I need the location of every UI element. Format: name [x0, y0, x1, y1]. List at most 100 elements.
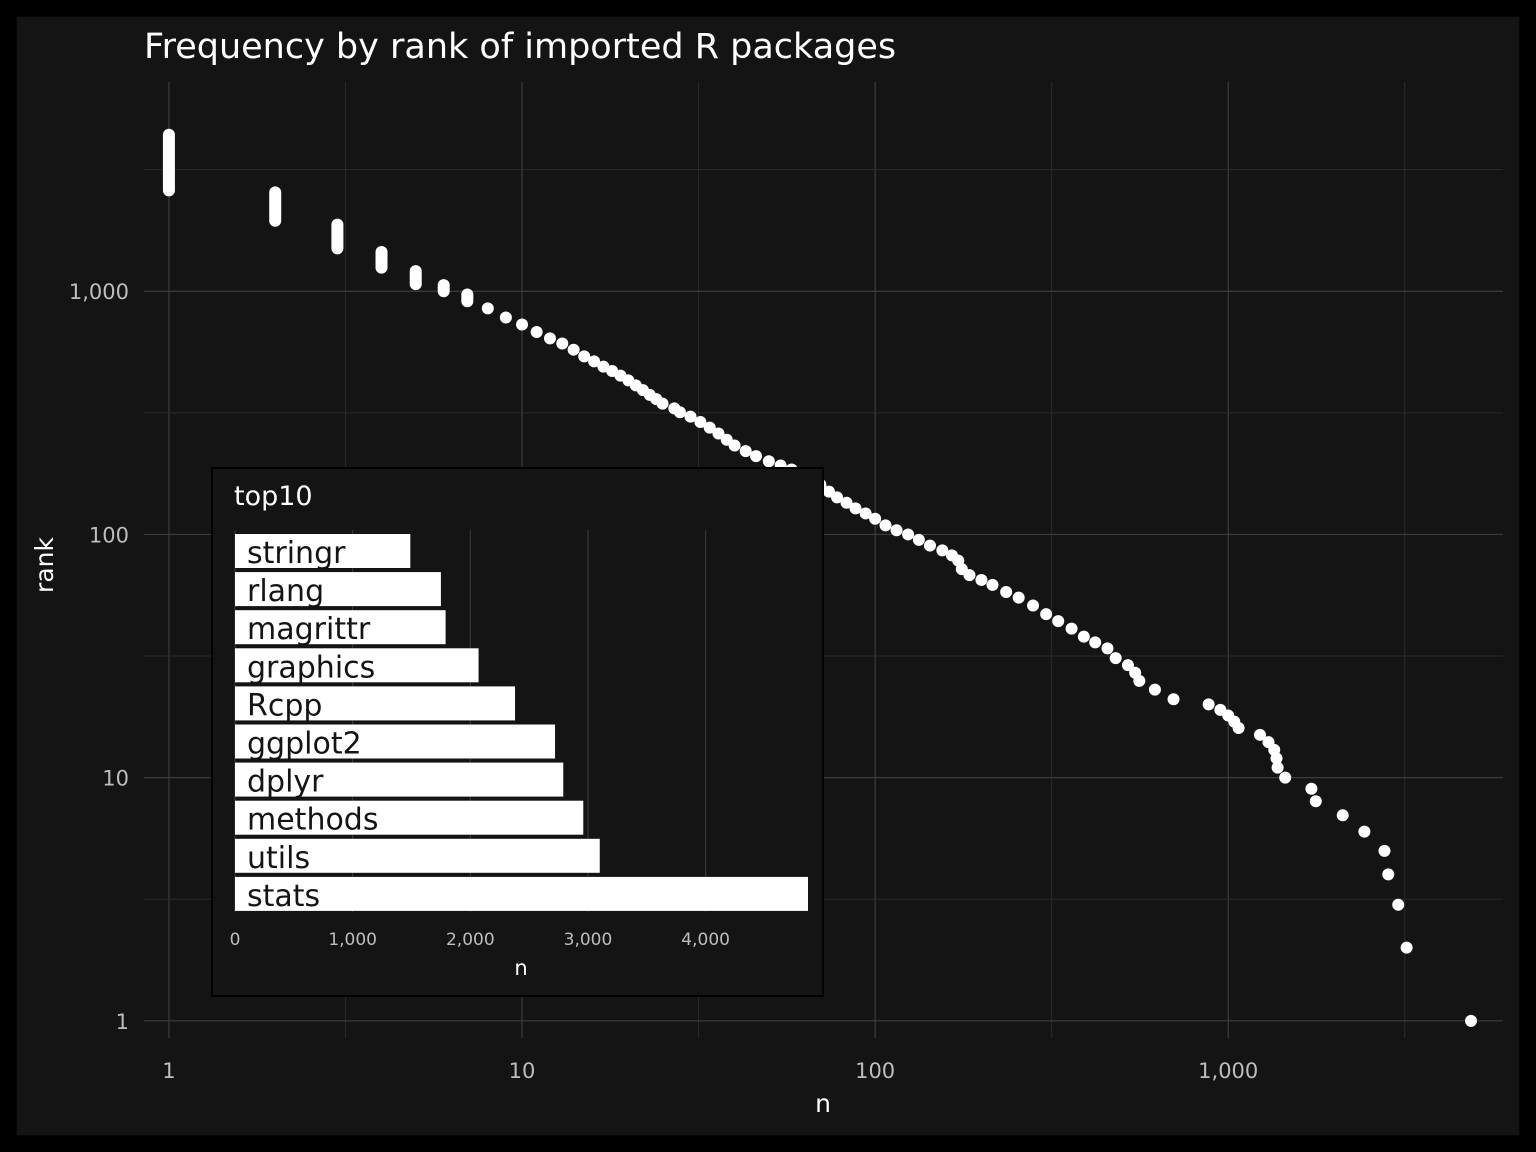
data-point [1270, 752, 1283, 765]
data-point [1052, 615, 1065, 628]
chart-title: Frequency by rank of imported R packages [144, 27, 896, 67]
data-point [1012, 591, 1025, 604]
main-points [162, 128, 1478, 1027]
data-point [739, 445, 752, 458]
inset-bar [235, 572, 441, 607]
data-point [963, 569, 976, 582]
data-point [831, 491, 844, 504]
inset-bar [235, 724, 556, 759]
data-point [936, 544, 949, 557]
inset-bar [235, 686, 516, 721]
data-point [728, 439, 741, 452]
inset-bar-label: dplyr [247, 765, 324, 800]
data-point [1077, 630, 1090, 643]
data-point [859, 507, 872, 520]
inset-bar [235, 610, 446, 645]
data-point [869, 512, 882, 525]
data-point [1382, 868, 1395, 881]
data-point [975, 573, 988, 586]
data-point [1027, 599, 1040, 612]
data-point [750, 450, 763, 463]
data-point [986, 578, 999, 591]
data-point [1133, 674, 1146, 687]
data-point [1271, 761, 1284, 774]
data-point [849, 502, 862, 515]
data-point [923, 539, 936, 552]
inset-title: top10 [234, 481, 313, 512]
data-point [1378, 844, 1391, 857]
data-point [567, 343, 580, 356]
inset-bar [235, 800, 584, 835]
data-point [1101, 642, 1114, 655]
data-point [1400, 941, 1413, 954]
data-point [1202, 698, 1215, 711]
data-point [1309, 795, 1322, 808]
inset-x-tick-label: 2,000 [446, 930, 495, 950]
data-point [1465, 1014, 1478, 1027]
data-point [1305, 782, 1318, 795]
inset-bar-label: rlang [247, 574, 324, 609]
y-tick-label: 1,000 [69, 280, 129, 304]
x-axis-ticks: 1 10 100 1,000 [162, 1059, 1258, 1083]
inset-x-tick-label: 0 [230, 930, 241, 950]
data-point [840, 496, 853, 509]
inset-bar [235, 838, 600, 873]
inset-x-tick-label: 4,000 [681, 930, 730, 950]
data-point [543, 332, 556, 345]
data-point [1358, 825, 1371, 838]
data-point [712, 427, 725, 440]
data-point [1109, 652, 1122, 665]
data-point [902, 528, 915, 541]
y-axis-title: rank [30, 537, 59, 593]
data-point [1167, 693, 1180, 706]
data-point [879, 519, 892, 532]
y-tick-label: 10 [102, 767, 129, 791]
inset-x-axis-title: n [514, 956, 527, 980]
inset-x-tick-label: 1,000 [328, 930, 377, 950]
data-point [1253, 728, 1266, 741]
x-tick-label: 1 [162, 1059, 175, 1083]
data-point [1279, 771, 1292, 784]
y-tick-label: 100 [89, 523, 129, 547]
y-tick-label: 1 [116, 1010, 129, 1034]
data-point [1000, 585, 1013, 598]
x-tick-label: 1,000 [1198, 1059, 1258, 1083]
y-axis-ticks: 1 10 100 1,000 [69, 280, 129, 1034]
data-point [1148, 683, 1161, 696]
data-point [1121, 659, 1134, 672]
inset-bar-label: stringr [247, 536, 346, 571]
data-point [481, 302, 494, 315]
inset-bar [235, 876, 808, 911]
data-point [516, 318, 529, 331]
data-point [1089, 636, 1102, 649]
inset-bar [235, 762, 564, 797]
inset-bar [235, 534, 411, 568]
data-point [762, 455, 775, 468]
inset-bar-label: methods [247, 803, 378, 838]
data-point [673, 406, 686, 419]
inset-bar-label: magrittr [247, 612, 371, 647]
x-tick-label: 10 [509, 1059, 536, 1083]
data-point [1392, 898, 1405, 911]
data-point [1336, 809, 1349, 822]
data-point [530, 325, 543, 338]
data-point [656, 397, 669, 410]
inset-bar [235, 648, 479, 683]
inset-bar-label: graphics [247, 650, 375, 685]
x-axis-title: n [815, 1089, 831, 1118]
inset-x-tick-label: 3,000 [564, 930, 613, 950]
data-point [694, 415, 707, 428]
inset-bar-label: Rcpp [247, 688, 322, 723]
data-point [1040, 608, 1053, 621]
inset-bar-label: ggplot2 [247, 727, 362, 762]
data-point [890, 524, 903, 537]
data-point [1065, 622, 1078, 635]
data-point [684, 410, 697, 423]
x-tick-label: 100 [855, 1059, 895, 1083]
data-point [556, 337, 569, 350]
data-point [1232, 721, 1245, 734]
data-point [499, 311, 512, 324]
